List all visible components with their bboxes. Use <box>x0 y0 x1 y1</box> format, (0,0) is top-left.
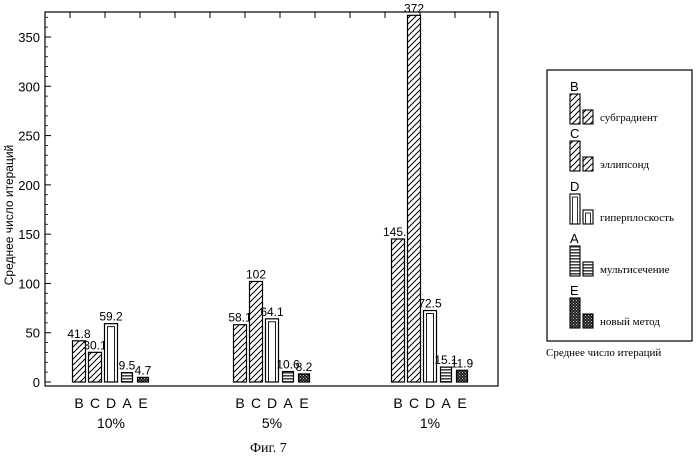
bar-E-10% <box>138 377 149 382</box>
y-axis-label: Среднее число итераций <box>2 145 16 286</box>
x-method-label: D <box>267 395 277 411</box>
y-tick-label: 50 <box>26 326 40 341</box>
x-method-label: E <box>138 395 147 411</box>
bar-value-label: 9.5 <box>119 359 136 373</box>
bar-value-label: 4.7 <box>135 363 152 377</box>
top-ticks <box>70 12 490 18</box>
x-method-label: B <box>235 395 244 411</box>
bar-C-1% <box>408 15 421 382</box>
legend-label: субградиент <box>600 112 658 124</box>
legend-letter: E <box>570 283 579 298</box>
x-method-label: A <box>122 395 132 411</box>
y-tick-label: 250 <box>18 129 40 144</box>
legend-letter: B <box>570 79 579 94</box>
y-tick-label: 300 <box>18 79 40 94</box>
bar-value-label: 30.1 <box>83 338 107 352</box>
bar-value-label: 72.5 <box>418 297 442 311</box>
y-tick-label: 200 <box>18 178 40 193</box>
bar-E-1% <box>457 370 468 382</box>
legend-swatch-tall <box>570 194 580 224</box>
bar-B-1% <box>392 239 405 382</box>
legend-swatch-short <box>583 314 593 328</box>
x-method-label: A <box>441 395 451 411</box>
legend: Bсубградиент Cэллипсонд Dгиперплоскость Aму… <box>570 79 674 328</box>
legend-letter: A <box>570 231 579 246</box>
bar-D-10% <box>105 324 118 382</box>
legend-label: эллипсонд <box>600 159 650 171</box>
legend-label: новый метод <box>600 316 660 328</box>
bar-value-label: 102 <box>246 267 266 281</box>
legend-swatch-short <box>583 262 593 276</box>
bar-value-label: 64.1 <box>260 305 284 319</box>
x-method-label: D <box>106 395 116 411</box>
bars: 41.830.159.29.54.758.110264.110.68.2145.… <box>67 1 473 382</box>
legend-letter: C <box>570 126 579 141</box>
x-method-label: C <box>90 395 100 411</box>
legend-swatch-short <box>583 210 593 224</box>
legend-box <box>547 70 692 341</box>
bar-value-label: 372 <box>404 1 424 15</box>
legend-swatch-short <box>583 110 593 124</box>
bar-D-5% <box>266 319 279 382</box>
legend-letter: D <box>570 179 579 194</box>
bar-C-10% <box>89 352 102 382</box>
x-method-label: B <box>393 395 402 411</box>
x-method-label: A <box>283 395 293 411</box>
bar-A-5% <box>283 372 294 382</box>
legend-swatch-tall <box>570 94 580 124</box>
bar-value-label: 11.9 <box>451 356 474 370</box>
x-method-label: B <box>74 395 83 411</box>
x-method-label: C <box>251 395 261 411</box>
x-group-label: 10% <box>97 415 125 431</box>
bar-B-5% <box>234 325 247 382</box>
x-method-label: E <box>457 395 466 411</box>
legend-swatch-tall <box>570 298 580 328</box>
x-method-label: D <box>425 395 435 411</box>
y-tick-label: 350 <box>18 30 40 45</box>
y-tick-label: 0 <box>33 375 40 390</box>
y-axis: 0 50 100 150 200 250 300 350 <box>18 17 51 390</box>
x-method-label: C <box>409 395 419 411</box>
x-method-label: E <box>299 395 308 411</box>
bar-D-1% <box>424 311 437 382</box>
bar-C-5% <box>250 281 263 382</box>
legend-swatch-tall <box>570 246 580 276</box>
x-group-label: 5% <box>262 415 282 431</box>
figure-caption: Фиг. 7 <box>250 441 287 456</box>
bar-A-10% <box>122 373 133 382</box>
bar-value-label: 59.2 <box>99 310 123 324</box>
y-tick-label: 100 <box>18 276 40 291</box>
x-group-label: 1% <box>420 415 440 431</box>
x-axis-labels: BCDAE10%BCDAE5%BCDAE1% <box>74 395 466 431</box>
legend-swatch-short <box>583 157 593 171</box>
bar-E-5% <box>299 374 310 382</box>
legend-label: мультисечение <box>600 264 670 276</box>
legend-caption: Среднее число итераций <box>546 347 661 359</box>
legend-label: гиперплоскость <box>600 212 674 224</box>
bar-value-label: 8.2 <box>296 360 313 374</box>
y-tick-label: 150 <box>18 227 40 242</box>
legend-swatch-tall <box>570 141 580 171</box>
bar-value-label: 58.1 <box>228 311 252 325</box>
